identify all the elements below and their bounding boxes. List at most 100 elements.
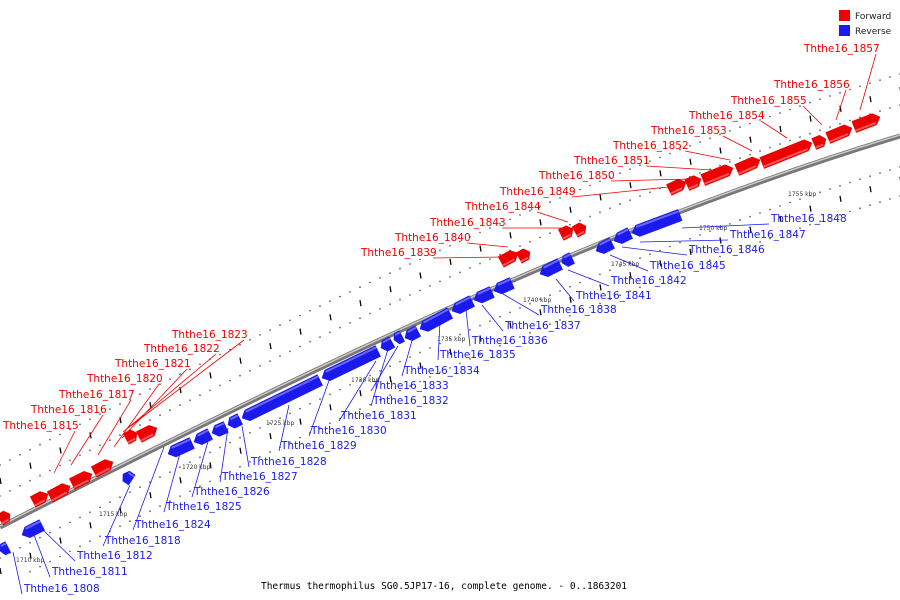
guide-dot <box>729 161 731 163</box>
reverse-label-leader <box>555 278 575 302</box>
forward-gene <box>811 134 827 150</box>
scale-tick <box>329 314 332 321</box>
guide-dot <box>79 516 81 519</box>
reverse-gene-body <box>211 421 229 437</box>
forward-gene-shine <box>704 172 730 185</box>
guide-dot <box>39 536 41 539</box>
guide-dot <box>449 338 451 340</box>
forward-label-leader <box>53 430 76 474</box>
forward-gene-shine <box>34 499 46 507</box>
guide-dot <box>479 324 481 327</box>
guide-dot <box>299 436 301 439</box>
guide-dot <box>69 550 71 553</box>
reverse-gene-body <box>321 345 381 382</box>
reverse-label-leader <box>241 425 250 468</box>
guide-dot <box>679 270 681 273</box>
guide-dot <box>259 427 261 429</box>
gene-labels: Ththe16_1857 Ththe16_1856 Ththe16_1855 Thth… <box>2 43 880 595</box>
scale-tick <box>719 147 722 154</box>
guide-dot <box>519 245 521 247</box>
reverse-gene <box>393 330 406 345</box>
reverse-label: Ththe16_1848 <box>770 213 847 225</box>
reverse-gene <box>451 295 476 314</box>
forward-gene <box>46 483 71 503</box>
forward-gene-body <box>46 483 71 503</box>
kbp-label: 1710 kbp <box>16 557 44 564</box>
forward-gene-body <box>759 139 813 169</box>
guide-dot <box>499 253 501 256</box>
scale-tick <box>419 362 422 369</box>
guide-dot <box>389 272 391 275</box>
legend-reverse-swatch <box>839 25 850 36</box>
reverse-gene-body <box>451 295 476 314</box>
guide-dot <box>609 298 611 301</box>
gene-features <box>0 113 881 556</box>
guide-dot <box>349 384 351 386</box>
guide-dot <box>489 227 491 230</box>
forward-label-leader <box>466 242 509 248</box>
forward-gene-shine <box>520 256 529 263</box>
label-leader-lines <box>12 53 877 595</box>
reverse-gene <box>227 413 244 429</box>
guide-dot <box>679 148 681 151</box>
guide-dot <box>469 358 471 360</box>
guide-dot <box>89 540 91 543</box>
scale-tick <box>449 258 452 266</box>
scale-tick <box>239 357 242 364</box>
reverse-label: Ththe16_1837 <box>504 320 581 332</box>
forward-label: Ththe16_1843 <box>429 217 506 229</box>
reverse-label: Ththe16_1812 <box>76 550 153 562</box>
guide-dot <box>879 110 881 112</box>
guide-dot <box>669 245 671 248</box>
forward-label-leader <box>835 89 847 121</box>
guide-dot <box>19 546 21 549</box>
reverse-label-leader <box>621 246 688 256</box>
guide-dot <box>339 295 341 298</box>
guide-dot <box>29 479 31 482</box>
guide-dot <box>119 434 121 437</box>
forward-gene-body <box>684 175 702 191</box>
guide-dot <box>359 408 361 411</box>
guide-dot <box>509 218 511 221</box>
guide-dot <box>289 412 291 415</box>
guide-dot <box>79 454 81 457</box>
reverse-label: Ththe16_1836 <box>471 335 548 347</box>
reverse-gene <box>167 437 195 458</box>
forward-label: Ththe16_1839 <box>360 247 437 259</box>
reverse-label-leader <box>33 534 51 578</box>
reverse-gene-body <box>613 227 634 244</box>
guide-dot <box>789 230 791 233</box>
guide-dot <box>189 399 191 402</box>
guide-dot <box>549 201 551 204</box>
guide-dot <box>629 168 631 171</box>
guide-dot <box>739 126 741 129</box>
guide-dot <box>309 340 311 343</box>
forward-gene-body <box>851 113 881 133</box>
guide-dot <box>349 322 351 324</box>
reverse-gene-body <box>561 252 576 267</box>
guide-dot <box>319 427 321 429</box>
guide-dot <box>409 356 411 358</box>
reverse-gene-body <box>473 286 495 304</box>
reverse-gene-body <box>0 541 12 556</box>
legend-forward-swatch <box>839 10 850 21</box>
guide-dot <box>249 338 251 341</box>
forward-gene-shine <box>670 187 683 195</box>
scale-tick <box>659 170 662 177</box>
guide-dot <box>639 195 641 198</box>
guide-dot <box>139 424 141 427</box>
reverse-label-leader <box>567 269 610 287</box>
reverse-gene-shine <box>197 429 209 437</box>
guide-dot <box>9 459 11 461</box>
guide-dot <box>469 329 471 331</box>
guide-dot <box>379 399 381 401</box>
scale-tick <box>389 376 392 383</box>
guide-dot <box>369 403 371 406</box>
scale-tick <box>89 432 92 439</box>
reverse-gene <box>473 286 495 304</box>
forward-gene <box>851 113 881 133</box>
guide-dot <box>659 156 661 159</box>
guide-dot <box>589 184 591 187</box>
scale-tick <box>179 477 182 484</box>
